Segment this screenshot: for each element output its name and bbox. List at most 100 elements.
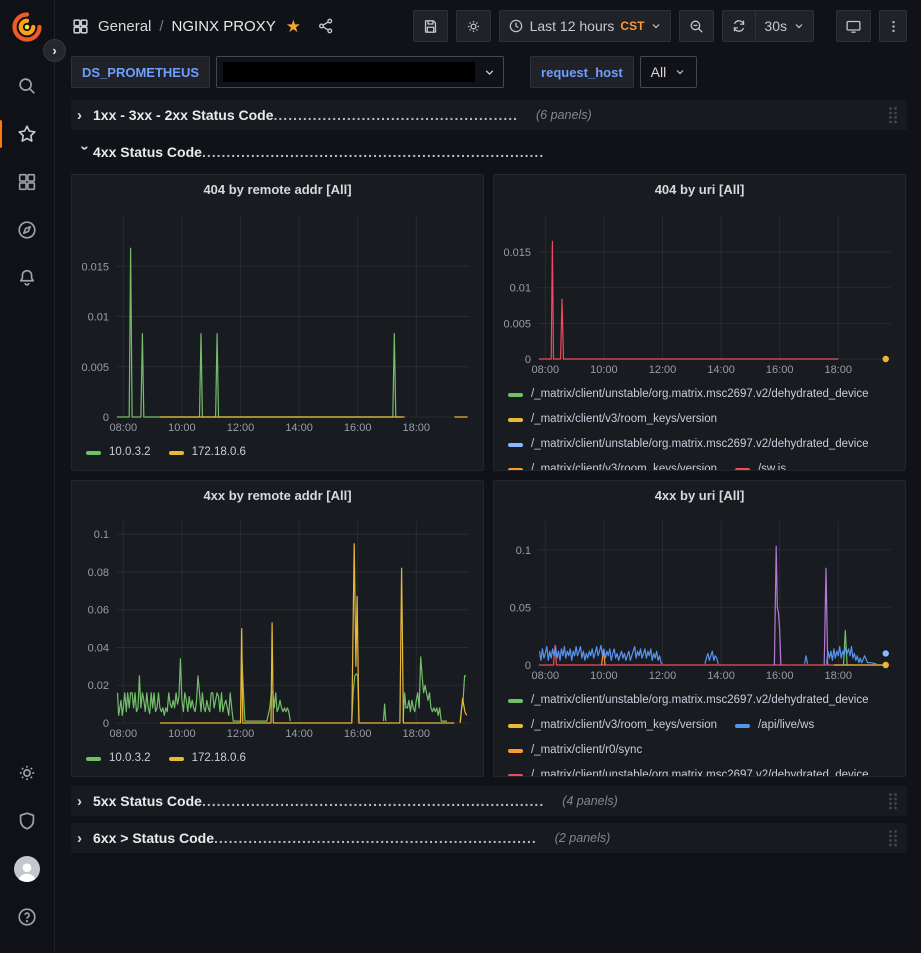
sidebar-expand-button[interactable]: › [43, 39, 66, 62]
drag-handle-icon[interactable] [887, 829, 899, 847]
refresh-interval-label: 30s [764, 18, 787, 34]
dashboard-settings-button[interactable] [455, 10, 491, 42]
kebab-icon [891, 20, 895, 32]
panel-title[interactable]: 404 by remote addr [All] [203, 181, 352, 197]
legend-item[interactable]: /_matrix/client/unstable/org.matrix.msc2… [508, 437, 869, 452]
sidebar-item-server-admin[interactable] [7, 801, 47, 841]
svg-text:12:00: 12:00 [227, 728, 255, 740]
svg-text:0.015: 0.015 [81, 261, 109, 273]
chart-area[interactable]: 08:00 10:00 12:00 14:00 16:00 18:00 0 0.005 0.01… [76, 203, 479, 437]
svg-text:0: 0 [103, 718, 109, 730]
panel-title[interactable]: 4xx by uri [All] [654, 487, 745, 503]
svg-text:18:00: 18:00 [403, 422, 431, 434]
svg-text:0.02: 0.02 [88, 680, 109, 692]
variable-value-ds-prometheus[interactable] [216, 56, 505, 88]
apps-icon [73, 18, 88, 34]
refresh-button[interactable] [722, 10, 756, 42]
save-dashboard-button[interactable] [412, 10, 448, 42]
svg-text:08:00: 08:00 [110, 728, 138, 740]
sidebar-item-help[interactable] [7, 897, 47, 937]
svg-text:0.005: 0.005 [503, 318, 531, 330]
variable-label-ds-prometheus[interactable]: DS_PROMETHEUS [71, 56, 211, 88]
svg-text:18:00: 18:00 [403, 728, 431, 740]
svg-text:12:00: 12:00 [649, 364, 677, 376]
refresh-group: 30s [722, 10, 814, 42]
legend-swatch [508, 392, 523, 397]
svg-text:10:00: 10:00 [168, 728, 196, 740]
favorite-star-icon[interactable]: ★ [285, 16, 301, 36]
sidebar-item-alerting[interactable] [7, 258, 47, 298]
chart-area[interactable]: 08:00 10:00 12:00 14:00 16:00 18:00 0 0.005 0.01… [498, 203, 901, 379]
legend-label: 172.18.0.6 [191, 752, 246, 764]
share-icon[interactable] [317, 17, 335, 35]
legend-item[interactable]: /_matrix/client/v3/room_keys/version [508, 718, 717, 733]
sidebar [0, 0, 55, 953]
grafana-logo-icon[interactable] [10, 10, 44, 44]
row-header-6xx[interactable]: › 6xx > Status Code ....................… [71, 823, 907, 853]
dashboard-title[interactable]: NGINX PROXY [171, 17, 276, 35]
zoom-out-button[interactable] [679, 10, 715, 42]
legend-swatch [168, 450, 184, 455]
sidebar-item-starred[interactable] [0, 114, 47, 154]
svg-text:08:00: 08:00 [532, 364, 560, 376]
legend-item[interactable]: 172.18.0.6 [168, 445, 246, 460]
row-header-4xx[interactable]: › 4xx Status Code ......................… [71, 137, 907, 167]
compass-icon [18, 221, 36, 239]
svg-text:0.05: 0.05 [510, 602, 531, 614]
time-range-picker[interactable]: Last 12 hours CST [498, 10, 672, 42]
legend-swatch [508, 748, 523, 753]
refresh-interval-dropdown[interactable]: 30s [755, 10, 814, 42]
legend-item[interactable]: /sw.js [734, 462, 786, 470]
row-leader-dots: ........................................… [273, 107, 519, 123]
chevron-right-icon: › [77, 106, 82, 124]
breadcrumb-folder[interactable]: General [98, 17, 152, 35]
chart-area[interactable]: 08:00 10:00 12:00 14:00 16:00 18:00 0 0.02 0.04 0… [76, 509, 479, 743]
sidebar-item-explore[interactable] [7, 210, 47, 250]
legend-item[interactable]: /_matrix/client/v3/room_keys/version [508, 412, 717, 427]
panel-legend: 10.0.3.2 172.18.0.6 [72, 437, 483, 460]
legend-item[interactable]: /_matrix/client/unstable/org.matrix.msc2… [508, 693, 869, 708]
svg-text:0: 0 [103, 412, 109, 424]
star-icon [18, 125, 36, 142]
legend-item[interactable]: /_matrix/client/v3/room_keys/version [508, 462, 717, 470]
time-range-label: Last 12 hours [529, 18, 615, 34]
drag-handle-icon[interactable] [887, 106, 899, 124]
svg-text:10:00: 10:00 [590, 364, 618, 376]
sidebar-item-dashboards[interactable] [7, 162, 47, 202]
more-options-button[interactable] [879, 10, 907, 42]
panel-404-by-remote-addr: 404 by remote addr [All] 08:00 10:00 12:00… [71, 174, 484, 471]
legend-item[interactable]: 10.0.3.2 [86, 445, 151, 460]
panel-legend: /_matrix/client/unstable/org.matrix.msc2… [494, 685, 905, 776]
svg-text:08:00: 08:00 [532, 670, 560, 682]
bell-icon [19, 269, 35, 286]
svg-text:10:00: 10:00 [168, 422, 196, 434]
svg-text:0.01: 0.01 [88, 312, 109, 324]
drag-handle-icon[interactable] [887, 792, 899, 810]
legend-item[interactable]: /api/live/ws [734, 718, 814, 733]
svg-text:10:00: 10:00 [590, 670, 618, 682]
legend-swatch [508, 698, 523, 703]
panel-title[interactable]: 4xx by remote addr [All] [203, 487, 352, 503]
sidebar-item-search[interactable] [7, 66, 47, 106]
legend-item[interactable]: 10.0.3.2 [86, 751, 151, 766]
request-host-value: All [650, 64, 667, 80]
legend-swatch [86, 450, 101, 455]
legend-item[interactable]: 172.18.0.6 [168, 751, 246, 766]
legend-item[interactable]: /_matrix/client/unstable/org.matrix.msc2… [508, 387, 869, 402]
variable-label-request-host[interactable]: request_host [530, 56, 634, 88]
panel-title[interactable]: 404 by uri [All] [654, 181, 745, 197]
dashboard-nav: General / NGINX PROXY ★ [55, 0, 921, 52]
chart-area[interactable]: 08:00 10:00 12:00 14:00 16:00 18:00 0 0.05 0.1 [498, 509, 901, 685]
sidebar-item-configuration[interactable] [7, 753, 47, 793]
variable-value-request-host[interactable]: All [639, 56, 698, 88]
tv-mode-button[interactable] [836, 10, 871, 42]
sidebar-item-profile[interactable] [7, 849, 47, 889]
row-panel-count: (4 panels) [562, 794, 618, 808]
legend-label: /_matrix/client/r0/sync [531, 744, 643, 756]
legend-swatch [168, 756, 184, 761]
legend-item[interactable]: /_matrix/client/r0/sync [508, 743, 642, 758]
row-header-1xx[interactable]: › 1xx - 3xx - 2xx Status Code ..........… [71, 100, 907, 130]
legend-item[interactable]: /_matrix/client/unstable/org.matrix.msc2… [508, 768, 869, 776]
row-header-5xx[interactable]: › 5xx Status Code ......................… [71, 786, 907, 816]
clock-icon [509, 19, 522, 33]
